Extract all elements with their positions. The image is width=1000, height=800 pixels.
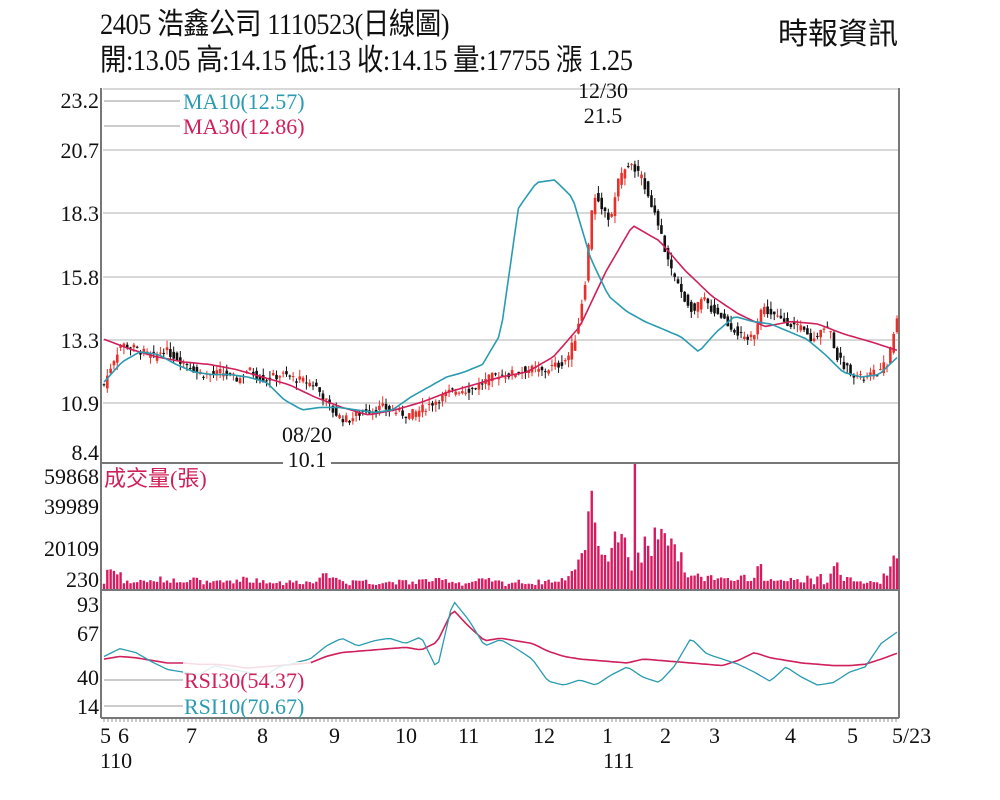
x-month-label: 11 xyxy=(458,723,479,748)
x-month-label: 9 xyxy=(329,723,340,748)
x-month-label: 5 xyxy=(100,723,111,748)
chart-title: 2405 浩鑫公司 1110523(日線圖) xyxy=(100,8,450,41)
x-month-label: 6 xyxy=(118,723,129,748)
price-annotations: 12/30 21.5 08/20 10.1 xyxy=(282,78,628,472)
volume-tick: 230 xyxy=(66,567,99,592)
x-month-label: 5 xyxy=(847,723,858,748)
ma30-line xyxy=(103,225,898,416)
volume-y-axis: 59868 39989 20109 230 xyxy=(44,464,99,592)
brand-label: 時報資訊 xyxy=(778,18,898,51)
ma10-line xyxy=(103,179,898,414)
price-tick: 20.7 xyxy=(61,138,100,163)
high-date-label: 12/30 xyxy=(578,78,628,103)
volume-title: 成交量(張) xyxy=(104,466,207,491)
x-month-label: 3 xyxy=(709,723,720,748)
x-month-label: 5/23 xyxy=(892,723,931,748)
volume-tick: 59868 xyxy=(44,464,99,489)
price-gridlines xyxy=(103,88,898,404)
price-tick: 13.3 xyxy=(61,328,100,353)
price-y-axis: 23.2 20.7 18.3 15.8 13.3 10.9 8.4 xyxy=(61,88,100,465)
volume-bars xyxy=(102,464,899,589)
rsi-tick: 14 xyxy=(77,694,99,719)
x-month-label: 12 xyxy=(533,723,555,748)
year-label-110: 110 xyxy=(100,748,132,773)
ma-legend: MA10(12.57) MA30(12.86) xyxy=(104,89,305,139)
rsi-tick: 67 xyxy=(77,621,99,646)
x-axis-labels: 5 6 7 8 9 10 11 12 1 2 3 4 5 5/23 xyxy=(100,723,931,748)
low-date-label: 08/20 xyxy=(282,422,332,447)
volume-tick: 20109 xyxy=(44,536,99,561)
high-value-label: 21.5 xyxy=(584,103,623,128)
year-label-111: 111 xyxy=(603,748,634,773)
rsi-legend: RSI30(54.37) RSI10(70.67) xyxy=(104,662,311,719)
rsi30-line xyxy=(103,610,898,669)
x-month-label: 10 xyxy=(395,723,417,748)
x-month-label: 7 xyxy=(186,723,197,748)
rsi-tick: 40 xyxy=(77,665,99,690)
price-tick: 8.4 xyxy=(72,440,100,465)
price-tick: 18.3 xyxy=(61,201,100,226)
x-month-label: 1 xyxy=(602,723,613,748)
price-tick: 10.9 xyxy=(61,391,100,416)
x-month-label: 8 xyxy=(257,723,268,748)
x-month-label: 4 xyxy=(785,723,796,748)
volume-tick: 39989 xyxy=(44,494,99,519)
ohlc-summary: 開:13.05 高:14.15 低:13 收:14.15 量:17755 漲 1… xyxy=(100,44,633,77)
low-value-label: 10.1 xyxy=(288,447,327,472)
ma10-legend: MA10(12.57) xyxy=(183,89,305,114)
ma30-legend: MA30(12.86) xyxy=(183,114,305,139)
price-tick: 15.8 xyxy=(61,265,100,290)
rsi-y-axis: 93 67 40 14 xyxy=(77,592,99,719)
rsi-tick: 93 xyxy=(77,592,99,617)
price-tick: 23.2 xyxy=(61,88,100,113)
rsi10-legend: RSI10(70.67) xyxy=(184,694,304,719)
rsi30-legend: RSI30(54.37) xyxy=(184,668,304,693)
candlesticks xyxy=(102,159,899,427)
x-month-label: 2 xyxy=(660,723,671,748)
x-axis-ticks xyxy=(103,718,897,722)
